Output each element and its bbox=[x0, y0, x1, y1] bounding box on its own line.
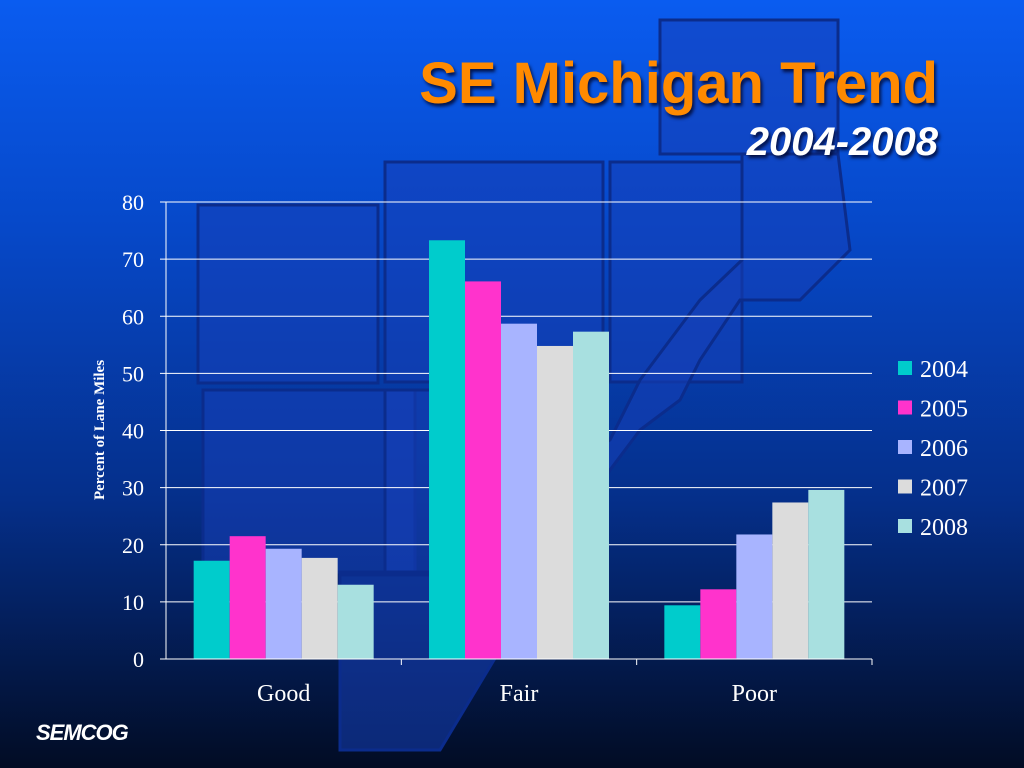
bar-fair-2007 bbox=[537, 345, 573, 659]
tick-labels: 0 10 20 30 40 50 60 70 80 Good Fair Poor bbox=[122, 190, 777, 707]
legend-label-2005: 2005 bbox=[920, 397, 968, 423]
legend-label-2006: 2006 bbox=[920, 436, 968, 462]
page-title: SE Michigan Trend bbox=[419, 51, 938, 116]
axes bbox=[160, 201, 873, 665]
bar-poor-2007 bbox=[772, 502, 809, 659]
bar-fair-2005 bbox=[465, 281, 501, 659]
legend: 2004 2005 2006 2007 2008 bbox=[898, 357, 968, 541]
y-tick-label: 0 bbox=[133, 647, 144, 672]
y-axis-label: Percent of Lane Miles bbox=[92, 360, 108, 500]
x-tick-label: Fair bbox=[500, 681, 539, 707]
y-tick-label: 40 bbox=[122, 419, 144, 444]
bar-poor-2005 bbox=[700, 589, 737, 659]
bar-poor-2006 bbox=[736, 534, 773, 659]
bar-good-2004 bbox=[193, 560, 230, 659]
semcog-logo: SEMCOG bbox=[36, 720, 129, 745]
bar-poor-2004 bbox=[664, 605, 701, 659]
bar-good-2006 bbox=[265, 548, 302, 659]
bar-good-2007 bbox=[301, 557, 338, 659]
legend-label-2008: 2008 bbox=[920, 515, 968, 541]
x-tick-label: Poor bbox=[732, 681, 777, 707]
y-tick-label: 80 bbox=[122, 190, 144, 215]
y-tick-label: 30 bbox=[122, 476, 144, 501]
legend-swatch-2007 bbox=[898, 479, 912, 494]
bar-good-2005 bbox=[229, 536, 266, 659]
bars bbox=[193, 240, 845, 659]
legend-swatch-2004 bbox=[898, 361, 912, 375]
x-tick-label: Good bbox=[257, 681, 310, 707]
legend-swatch-2006 bbox=[898, 440, 912, 454]
y-tick-label: 10 bbox=[122, 590, 144, 615]
y-tick-label: 70 bbox=[122, 247, 144, 272]
bar-good-2008 bbox=[337, 584, 374, 659]
bar-poor-2008 bbox=[808, 489, 845, 659]
legend-swatch-2008 bbox=[898, 519, 912, 533]
bar-fair-2008 bbox=[573, 331, 609, 659]
y-tick-label: 50 bbox=[122, 361, 144, 386]
y-tick-label: 60 bbox=[122, 304, 144, 329]
legend-swatch-2005 bbox=[898, 400, 912, 415]
page-subtitle: 2004-2008 bbox=[746, 120, 938, 164]
y-tick-label: 20 bbox=[122, 533, 144, 558]
bar-fair-2004 bbox=[429, 240, 465, 659]
legend-label-2007: 2007 bbox=[920, 476, 968, 502]
bar-fair-2006 bbox=[501, 323, 537, 659]
legend-label-2004: 2004 bbox=[920, 357, 968, 383]
